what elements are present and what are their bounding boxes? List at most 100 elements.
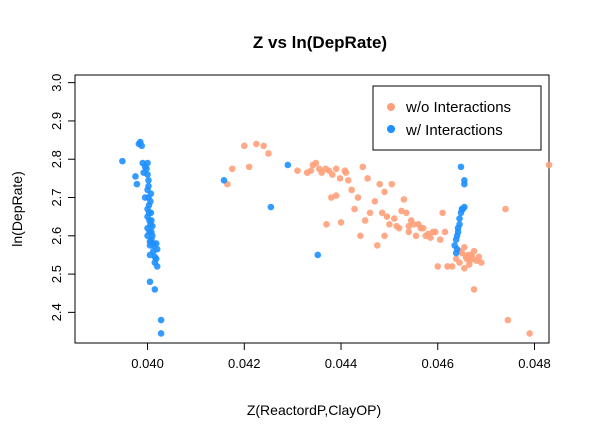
- legend-box: [372, 85, 542, 151]
- point-0-33: [366, 209, 374, 217]
- point-0-63: [436, 236, 444, 243]
- legend-label-with-interactions: w/ Interactions: [405, 122, 503, 139]
- point-0-80: [475, 253, 483, 261]
- point-0-7: [294, 167, 301, 175]
- point-0-24: [342, 169, 350, 176]
- point-0-2: [240, 142, 248, 150]
- point-0-29: [357, 232, 364, 240]
- point-0-25: [344, 176, 352, 184]
- point-1-0: [119, 157, 126, 165]
- y-tick-label-2: 2.6: [49, 227, 64, 245]
- point-1-61: [456, 215, 463, 222]
- x-axis: 0.040 0.042 0.044 0.046 0.048: [131, 342, 551, 371]
- point-1-19: [145, 182, 152, 190]
- point-0-39: [381, 232, 388, 240]
- point-1-1: [132, 173, 139, 180]
- x-axis-label: Z(ReactordP,ClayOP): [247, 402, 381, 418]
- point-1-12: [144, 171, 151, 178]
- point-1-69: [452, 249, 460, 257]
- point-0-22: [337, 219, 345, 226]
- y-tick-label-0: 2.4: [49, 303, 64, 321]
- point-1-59: [454, 228, 462, 236]
- point-1-51: [267, 203, 275, 211]
- point-0-3: [245, 163, 253, 171]
- point-0-28: [354, 194, 362, 201]
- point-0-6: [265, 150, 272, 157]
- x-tick-label-2: 0.044: [325, 356, 358, 371]
- point-1-31: [147, 209, 155, 217]
- point-0-31: [361, 217, 369, 224]
- point-1-53: [314, 251, 322, 259]
- point-1-5: [138, 142, 146, 150]
- point-0-38: [381, 188, 388, 196]
- point-0-64: [439, 209, 446, 217]
- point-1-11: [144, 159, 151, 167]
- point-1-52: [284, 161, 292, 169]
- point-0-1: [228, 165, 236, 173]
- x-tick-label-3: 0.046: [421, 356, 454, 371]
- point-0-59: [427, 234, 434, 242]
- point-0-41: [386, 221, 393, 228]
- y-axis-label: ln(DepRate): [9, 171, 25, 246]
- point-1-36: [149, 232, 156, 240]
- legend-label-without-interactions: w/o Interactions: [405, 99, 511, 116]
- point-0-17: [332, 165, 340, 173]
- point-0-52: [410, 221, 417, 228]
- point-0-43: [390, 215, 398, 222]
- point-0-66: [444, 263, 451, 270]
- point-0-88: [461, 265, 468, 272]
- point-1-47: [151, 286, 159, 293]
- point-1-48: [157, 316, 165, 324]
- point-1-43: [152, 255, 160, 263]
- point-0-67: [448, 263, 456, 270]
- point-0-26: [348, 186, 355, 194]
- point-0-89: [465, 261, 473, 268]
- point-0-71: [461, 243, 468, 251]
- point-0-34: [371, 198, 379, 205]
- x-tick-label-4: 0.048: [518, 356, 551, 371]
- point-1-28: [147, 198, 154, 205]
- point-1-30: [147, 190, 155, 197]
- point-0-84: [502, 205, 509, 213]
- point-0-47: [400, 196, 408, 203]
- point-0-40: [383, 213, 391, 220]
- point-1-18: [145, 176, 152, 184]
- points-layer: [119, 138, 553, 337]
- point-0-11: [312, 159, 320, 167]
- x-tick-label-1: 0.042: [228, 356, 261, 371]
- point-1-42: [152, 240, 160, 247]
- point-0-27: [351, 205, 358, 213]
- series-0: [224, 140, 553, 337]
- point-0-50: [405, 228, 413, 236]
- chart-title: Z vs ln(DepRate): [253, 33, 387, 52]
- point-0-36: [376, 180, 384, 188]
- point-1-45: [153, 263, 161, 270]
- point-1-65: [461, 203, 468, 211]
- point-1-32: [148, 217, 155, 224]
- point-1-60: [456, 221, 463, 228]
- legend-marker-without-interactions: [387, 103, 395, 111]
- point-1-46: [146, 278, 154, 286]
- point-1-10: [143, 165, 150, 173]
- point-0-32: [364, 175, 371, 182]
- point-0-21: [332, 192, 340, 199]
- y-tick-label-3: 2.7: [49, 188, 64, 206]
- point-0-45: [395, 224, 403, 232]
- point-0-61: [432, 228, 439, 236]
- point-0-30: [359, 163, 367, 171]
- point-0-65: [441, 228, 449, 236]
- point-0-53: [412, 232, 420, 240]
- point-0-42: [388, 180, 396, 188]
- point-1-35: [149, 222, 156, 230]
- point-0-5: [260, 142, 267, 150]
- point-0-81: [477, 259, 485, 266]
- point-0-18: [336, 175, 344, 182]
- point-0-37: [378, 209, 386, 217]
- series-1: [119, 138, 468, 337]
- y-tick-label-4: 2.8: [49, 150, 64, 168]
- y-axis: 2.4 2.5 2.6 2.7 2.8 2.9 3.0: [49, 74, 76, 321]
- point-1-68: [461, 176, 468, 184]
- point-1-66: [457, 163, 465, 171]
- point-1-49: [157, 330, 165, 337]
